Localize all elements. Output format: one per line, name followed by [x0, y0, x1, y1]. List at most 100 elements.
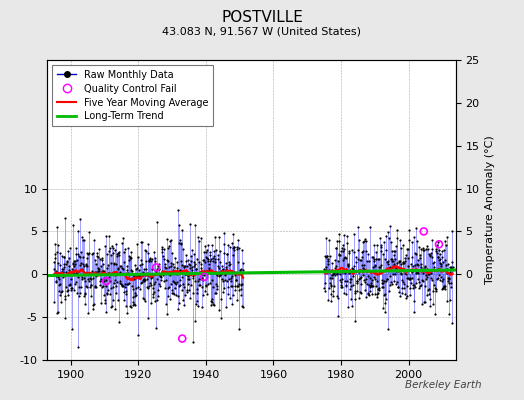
- Point: [365, 292, 373, 298]
- Point: [379, 280, 388, 286]
- Point: [399, 260, 408, 266]
- Point: [104, 274, 113, 280]
- Point: [220, 230, 228, 236]
- Point: [171, 285, 179, 292]
- Point: [137, 280, 145, 287]
- Point: [443, 266, 451, 272]
- Point: [108, 250, 117, 256]
- Point: [93, 264, 102, 271]
- Point: [347, 269, 356, 275]
- Point: [203, 255, 211, 261]
- Point: [379, 305, 387, 311]
- Point: [145, 272, 153, 279]
- Point: [74, 252, 83, 259]
- Point: [64, 248, 72, 254]
- Point: [376, 264, 384, 271]
- Point: [81, 278, 90, 285]
- Point: [122, 303, 130, 309]
- Point: [333, 257, 342, 264]
- Point: [70, 286, 78, 293]
- Point: [403, 262, 412, 269]
- Point: [417, 261, 425, 268]
- Point: [219, 263, 227, 270]
- Point: [51, 273, 60, 280]
- Point: [414, 270, 422, 276]
- Point: [136, 261, 144, 268]
- Point: [429, 282, 438, 289]
- Point: [219, 288, 227, 295]
- Point: [354, 256, 362, 262]
- Point: [156, 272, 165, 278]
- Point: [114, 296, 122, 303]
- Point: [430, 264, 438, 270]
- Point: [209, 284, 217, 290]
- Point: [413, 261, 421, 267]
- Point: [389, 258, 397, 264]
- Point: [83, 255, 92, 261]
- Point: [439, 285, 447, 292]
- Point: [118, 235, 127, 242]
- Point: [95, 282, 104, 289]
- Point: [432, 248, 440, 254]
- Point: [107, 260, 116, 266]
- Point: [175, 283, 183, 290]
- Point: [425, 303, 434, 310]
- Point: [414, 262, 422, 268]
- Point: [353, 288, 362, 294]
- Point: [388, 281, 396, 287]
- Point: [435, 277, 444, 283]
- Point: [51, 241, 60, 247]
- Point: [214, 256, 222, 262]
- Point: [410, 281, 418, 288]
- Point: [101, 282, 110, 289]
- Point: [375, 284, 383, 291]
- Point: [63, 259, 71, 266]
- Point: [107, 284, 115, 291]
- Point: [81, 300, 89, 307]
- Point: [208, 276, 216, 283]
- Point: [233, 246, 241, 252]
- Point: [189, 272, 197, 279]
- Point: [212, 246, 220, 253]
- Point: [330, 283, 338, 290]
- Point: [54, 242, 63, 248]
- Point: [438, 248, 446, 254]
- Point: [176, 282, 184, 288]
- Point: [236, 269, 245, 275]
- Point: [158, 268, 166, 274]
- Point: [342, 255, 351, 262]
- Point: [414, 279, 423, 286]
- Point: [353, 280, 361, 287]
- Point: [217, 296, 225, 302]
- Point: [78, 234, 86, 240]
- Point: [118, 283, 127, 289]
- Point: [181, 271, 189, 277]
- Point: [154, 286, 162, 293]
- Point: [368, 290, 376, 297]
- Point: [56, 292, 64, 298]
- Point: [423, 292, 432, 298]
- Point: [184, 272, 192, 279]
- Point: [324, 236, 333, 243]
- Point: [182, 252, 191, 259]
- Point: [441, 238, 450, 244]
- Point: [341, 253, 349, 260]
- Point: [174, 240, 183, 246]
- Point: [104, 270, 112, 276]
- Point: [357, 257, 365, 263]
- Point: [332, 262, 340, 269]
- Point: [96, 278, 104, 284]
- Point: [142, 265, 150, 272]
- Point: [219, 265, 227, 272]
- Point: [404, 255, 412, 261]
- Point: [344, 250, 353, 256]
- Point: [397, 271, 405, 278]
- Point: [204, 258, 212, 264]
- Point: [368, 276, 376, 283]
- Point: [438, 286, 446, 293]
- Point: [198, 304, 206, 310]
- Point: [167, 263, 175, 269]
- Point: [174, 300, 183, 306]
- Point: [110, 280, 118, 286]
- Point: [66, 280, 74, 287]
